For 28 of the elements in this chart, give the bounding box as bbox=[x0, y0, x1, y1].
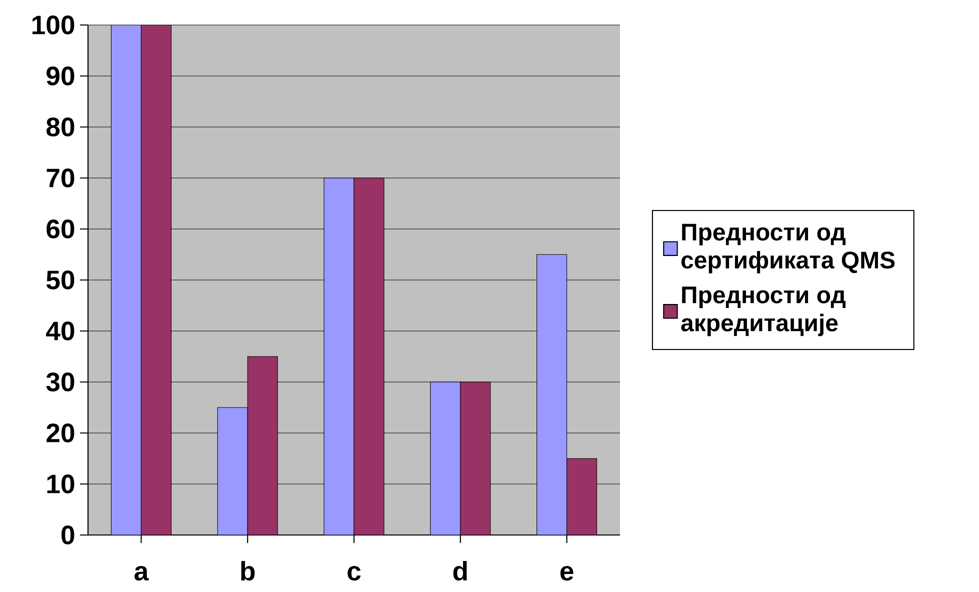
bar bbox=[140, 24, 172, 535]
y-tick-label: 50 bbox=[46, 270, 74, 290]
bar bbox=[536, 254, 568, 535]
y-tick-label: 20 bbox=[46, 424, 74, 442]
y-tick-label: 40 bbox=[46, 322, 74, 340]
y-tick-label: 70 bbox=[46, 168, 74, 188]
y-tick-label: 10 bbox=[47, 474, 74, 494]
bar bbox=[110, 24, 142, 535]
y-tick-label: 0 bbox=[62, 526, 74, 544]
legend-label: Предности од акредитације bbox=[681, 286, 846, 336]
y-tick-label: 100 bbox=[32, 16, 74, 34]
bar bbox=[324, 178, 354, 535]
x-tick-label: c bbox=[348, 566, 361, 581]
bar bbox=[460, 382, 491, 535]
y-tick-label: 60 bbox=[46, 220, 74, 238]
x-tick-label: a bbox=[134, 566, 149, 581]
x-tick-label: d bbox=[453, 561, 467, 581]
bar bbox=[430, 382, 461, 535]
x-tick-label: e bbox=[560, 566, 574, 581]
y-tick-label: 80 bbox=[46, 118, 74, 136]
y-tick-label: 30 bbox=[46, 372, 74, 392]
bar bbox=[247, 356, 278, 535]
x-tick-label: b bbox=[241, 561, 255, 581]
bar bbox=[354, 178, 384, 535]
bar bbox=[566, 458, 598, 535]
legend-label: Предности од сертификата QMS bbox=[681, 224, 895, 274]
bar bbox=[217, 407, 248, 535]
y-tick-label: 90 bbox=[46, 66, 74, 86]
